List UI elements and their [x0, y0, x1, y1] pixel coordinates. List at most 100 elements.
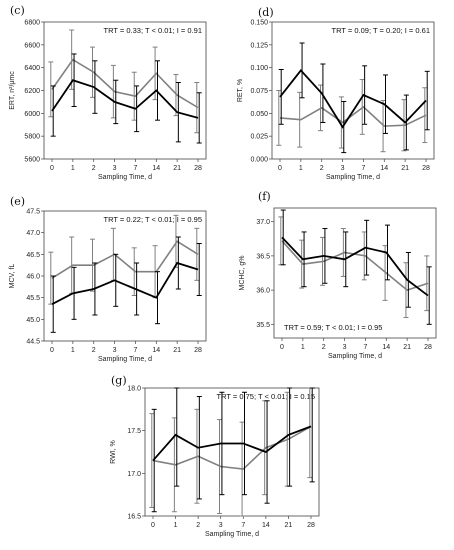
- y-tick-label: 47.0: [26, 230, 40, 237]
- x-tick-label: 14: [152, 347, 160, 354]
- y-tick-label: 47.5: [26, 209, 40, 216]
- chart-panel-g: 16.5 17.0 17.5 18.0 0 1 2 3 7 14 21 28 Sampling Time…: [110, 374, 320, 538]
- y-tick-label: 36.0: [256, 288, 270, 295]
- stats-annotation: TRT = 0.33; T < 0.01; I = 0.91: [104, 26, 202, 35]
- x-tick-label: 7: [133, 165, 137, 172]
- y-tick-label: 16.5: [127, 514, 141, 521]
- x-tick-label: 1: [174, 522, 178, 529]
- y-axis-label: RWI, %: [110, 440, 117, 464]
- y-tick-label: 17.5: [127, 428, 141, 435]
- x-tick-label: 14: [382, 344, 390, 351]
- y-tick-label: 17.0: [127, 471, 141, 478]
- x-axis-label: Sampling Time, d: [98, 356, 152, 363]
- y-tick-label: 36.5: [256, 253, 270, 260]
- y-tick-label: 0.125: [250, 42, 268, 49]
- y-tick-label: 0.100: [250, 65, 268, 72]
- y-tick-label: 18.0: [127, 386, 141, 393]
- x-tick-label: 7: [241, 522, 245, 529]
- series-1: [48, 29, 200, 134]
- x-tick-label: 0: [278, 165, 282, 172]
- x-tick-label: 0: [50, 347, 54, 354]
- plot-frame: [43, 210, 207, 342]
- x-axis-label: Sampling Time, d: [98, 174, 152, 181]
- y-tick-label: 44.5: [26, 339, 40, 346]
- panel-label: (f): [258, 190, 271, 203]
- y-tick-label: 0.025: [250, 134, 268, 141]
- plot-frame: [273, 207, 437, 339]
- y-axis-label: RET, %: [237, 79, 244, 102]
- x-tick-label: 14: [262, 522, 270, 529]
- y-tick-label: 46.5: [26, 252, 40, 259]
- y-tick-label: 45.5: [26, 295, 40, 302]
- x-tick-label: 14: [152, 165, 160, 172]
- series-line: [51, 240, 199, 279]
- panel-label: (e): [10, 195, 25, 208]
- series-1: [276, 79, 428, 153]
- x-axis-label: Sampling Time, d: [328, 353, 382, 360]
- x-tick-label: 2: [322, 344, 326, 351]
- y-tick-label: 6000: [24, 111, 40, 118]
- x-tick-label: 21: [403, 344, 411, 351]
- x-tick-label: 21: [173, 347, 181, 354]
- y-tick-label: 6600: [24, 42, 40, 49]
- series-2: [278, 42, 430, 154]
- x-axis-label: Sampling Time, d: [205, 531, 259, 538]
- y-tick-label: 5600: [24, 157, 40, 164]
- stats-annotation: TRT = 0.59; T < 0.01; I = 0.95: [284, 323, 382, 332]
- x-tick-label: 2: [92, 165, 96, 172]
- y-tick-label: 45.0: [26, 317, 40, 324]
- y-tick-label: 0.075: [250, 88, 268, 95]
- x-tick-label: 2: [320, 165, 324, 172]
- x-tick-label: 28: [422, 165, 430, 172]
- series-line: [51, 58, 199, 109]
- series-2: [50, 53, 202, 144]
- y-tick-label: 5800: [24, 134, 40, 141]
- x-tick-label: 2: [92, 347, 96, 354]
- series-1: [278, 216, 430, 318]
- series-line: [281, 236, 429, 297]
- series-2: [50, 236, 202, 333]
- x-tick-label: 0: [151, 522, 155, 529]
- chart-panel-d: 0.000 0.025 0.050 0.075 0.100 0.125 0.150 0 1 2 3 7…: [237, 6, 435, 181]
- y-axis-label: ERT, n²/μmc: [9, 71, 16, 110]
- series-line: [279, 69, 427, 129]
- x-tick-label: 21: [401, 165, 409, 172]
- x-tick-label: 3: [113, 347, 117, 354]
- y-tick-label: 0.000: [250, 157, 268, 164]
- x-axis-label: Sampling Time, d: [326, 174, 380, 181]
- series-line: [152, 425, 312, 462]
- y-tick-label: 35.5: [256, 322, 270, 329]
- series-line: [51, 79, 199, 119]
- panel-label: (d): [258, 6, 274, 19]
- x-tick-label: 3: [343, 344, 347, 351]
- x-tick-label: 1: [299, 165, 303, 172]
- x-tick-label: 28: [194, 347, 202, 354]
- series-line: [279, 105, 427, 127]
- x-tick-label: 28: [424, 344, 432, 351]
- y-tick-label: 37.0: [256, 219, 270, 226]
- plot-frame: [271, 21, 435, 160]
- x-tick-label: 14: [380, 165, 388, 172]
- y-tick-label: 6400: [24, 65, 40, 72]
- x-tick-label: 1: [71, 165, 75, 172]
- plot-frame: [43, 21, 207, 160]
- x-tick-label: 0: [280, 344, 284, 351]
- x-tick-label: 1: [71, 347, 75, 354]
- stats-annotation: TRT = 0.22; T < 0.01; I = 0.95: [104, 215, 202, 224]
- series-2: [280, 209, 432, 325]
- x-tick-label: 0: [50, 165, 54, 172]
- x-tick-label: 7: [133, 347, 137, 354]
- x-tick-label: 21: [285, 522, 293, 529]
- y-tick-label: 6800: [24, 20, 40, 27]
- series-1: [48, 214, 200, 305]
- panel-label: (c): [10, 4, 25, 17]
- x-tick-label: 3: [219, 522, 223, 529]
- y-tick-label: 6200: [24, 88, 40, 95]
- x-tick-label: 21: [173, 165, 181, 172]
- series-line: [51, 261, 199, 305]
- x-tick-label: 2: [196, 522, 200, 529]
- series-2: [151, 387, 315, 513]
- chart-panel-c: 5600 5800 6000 6200 6400 6600 6800 0 1 2 3 7 14 21 28 S…: [9, 4, 207, 181]
- x-tick-label: 28: [194, 165, 202, 172]
